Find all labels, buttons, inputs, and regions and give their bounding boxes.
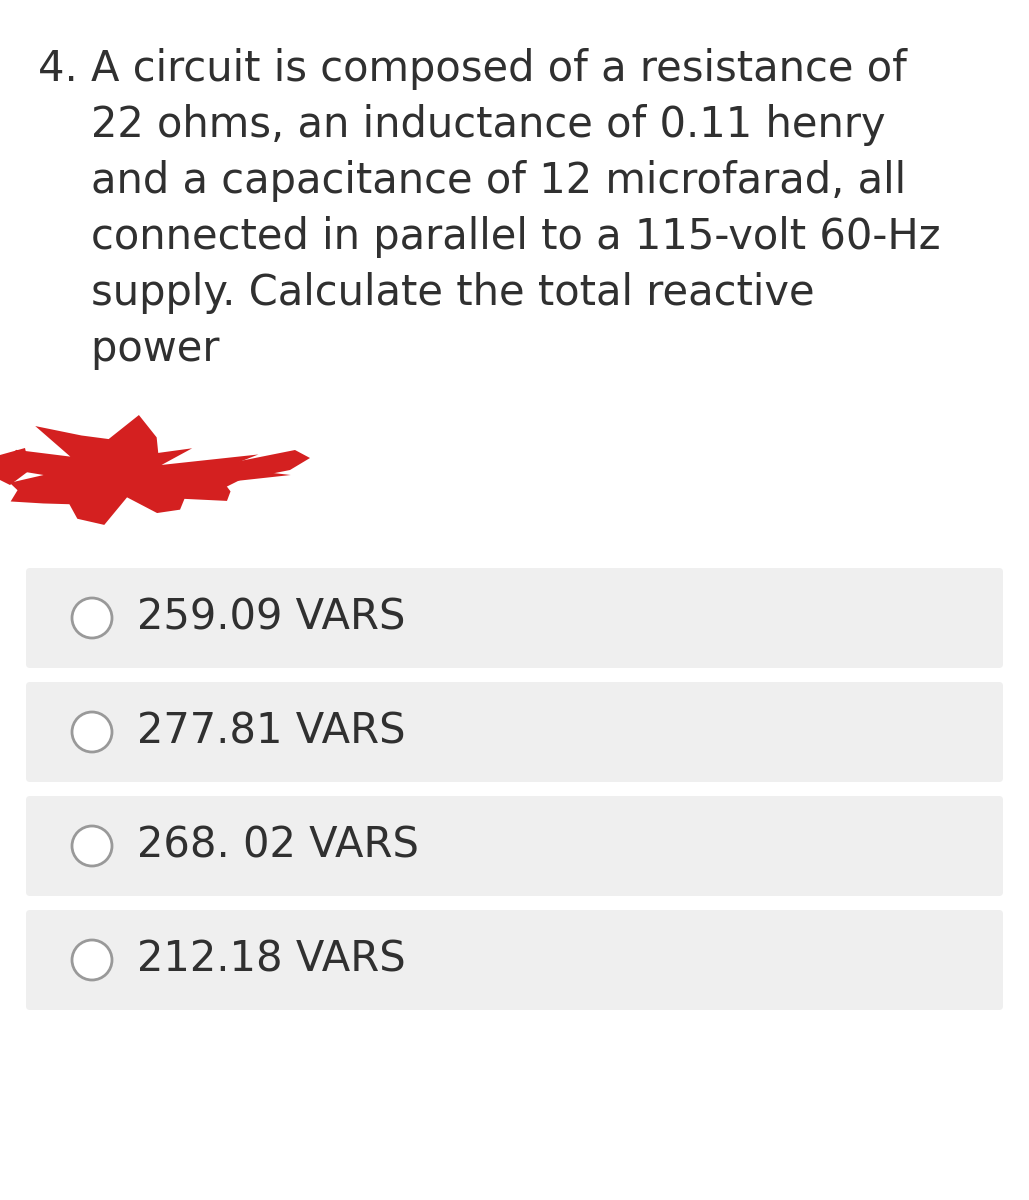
Circle shape <box>72 826 112 866</box>
Text: 4. A circuit is composed of a resistance of: 4. A circuit is composed of a resistance… <box>38 48 907 90</box>
Polygon shape <box>0 415 291 524</box>
Text: connected in parallel to a 115-volt 60-Hz: connected in parallel to a 115-volt 60-H… <box>38 216 941 258</box>
Text: 259.09 VARS: 259.09 VARS <box>137 596 405 638</box>
Circle shape <box>72 712 112 752</box>
FancyBboxPatch shape <box>26 910 1003 1010</box>
Text: 268. 02 VARS: 268. 02 VARS <box>137 826 419 866</box>
Text: power: power <box>38 328 219 370</box>
Text: and a capacitance of 12 microfarad, all: and a capacitance of 12 microfarad, all <box>38 160 907 202</box>
Circle shape <box>72 598 112 638</box>
Text: 22 ohms, an inductance of 0.11 henry: 22 ohms, an inductance of 0.11 henry <box>38 104 886 146</box>
FancyBboxPatch shape <box>26 796 1003 896</box>
Text: supply. Calculate the total reactive: supply. Calculate the total reactive <box>38 272 815 314</box>
FancyBboxPatch shape <box>26 682 1003 782</box>
Circle shape <box>72 940 112 980</box>
Text: 277.81 VARS: 277.81 VARS <box>137 710 405 754</box>
Polygon shape <box>220 450 310 490</box>
FancyBboxPatch shape <box>26 568 1003 668</box>
Text: 212.18 VARS: 212.18 VARS <box>137 938 405 982</box>
Polygon shape <box>0 448 30 485</box>
